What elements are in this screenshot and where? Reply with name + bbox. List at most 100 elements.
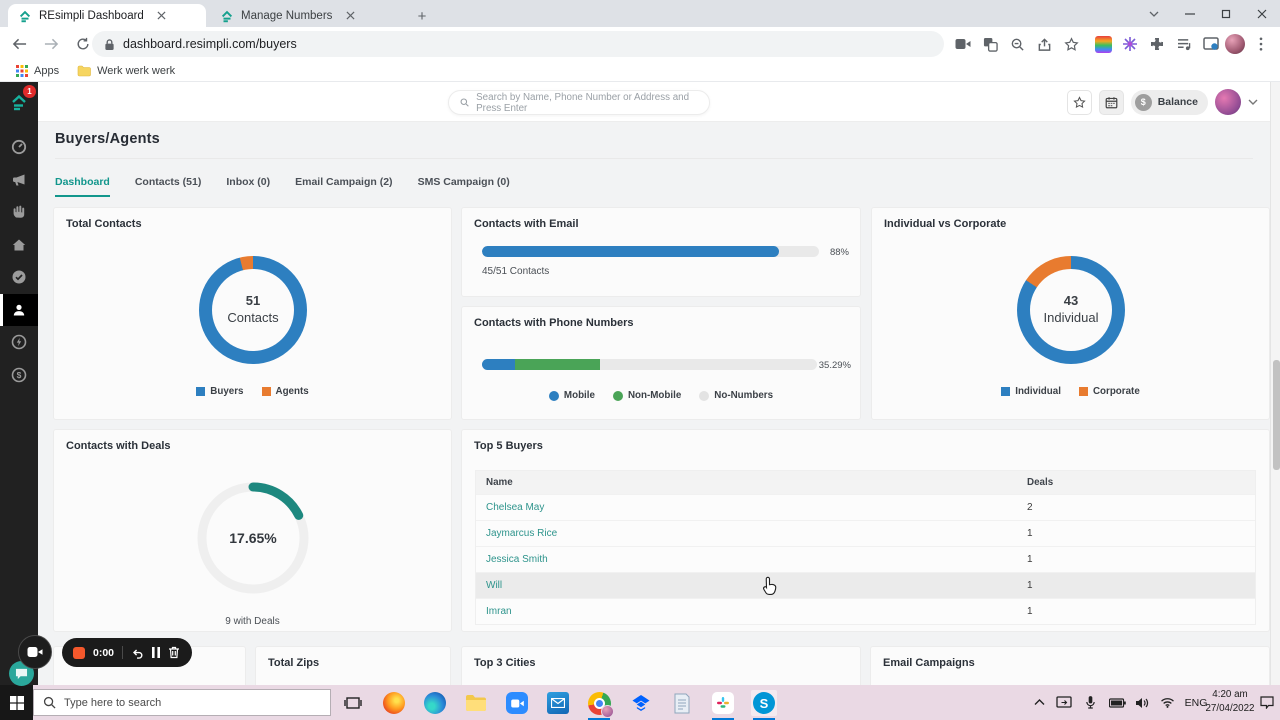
screen-recorder-button[interactable] bbox=[18, 635, 52, 669]
resimpli-favicon bbox=[221, 10, 233, 22]
share-icon[interactable] bbox=[1031, 31, 1057, 57]
restart-recording-button[interactable] bbox=[131, 647, 144, 659]
taskbar-search-input[interactable]: Type here to search bbox=[33, 689, 331, 716]
taskbar-firefox[interactable] bbox=[381, 690, 407, 716]
browser-tab-manage-numbers[interactable]: Manage Numbers bbox=[210, 4, 402, 27]
sidebar-logo[interactable]: 1 bbox=[0, 82, 38, 122]
folder-label: Werk werk werk bbox=[97, 64, 176, 77]
buyer-name-link[interactable]: Imran bbox=[486, 606, 512, 617]
playlist-icon[interactable] bbox=[1171, 31, 1197, 57]
browser-menu-kebab-icon[interactable] bbox=[1248, 31, 1274, 57]
table-row[interactable]: Jessica Smith 1 bbox=[476, 546, 1255, 572]
start-button[interactable] bbox=[0, 685, 33, 720]
sidebar-item-tasks[interactable] bbox=[0, 261, 38, 294]
sidebar-item-buyers[interactable] bbox=[0, 293, 38, 326]
taskbar-skype[interactable]: S bbox=[751, 690, 777, 720]
progress-sub-label: 45/51 Contacts bbox=[482, 266, 550, 277]
legend-label: Corporate bbox=[1092, 386, 1140, 397]
tray-language[interactable]: ENG bbox=[1184, 696, 1208, 709]
buyer-name-link[interactable]: Jessica Smith bbox=[486, 554, 548, 565]
taskbar-zoom[interactable] bbox=[504, 690, 530, 716]
scrollbar-thumb[interactable] bbox=[1272, 360, 1280, 470]
zoom-search-icon[interactable] bbox=[1004, 31, 1030, 57]
taskbar-edge[interactable] bbox=[422, 690, 448, 716]
taskbar-file-explorer[interactable] bbox=[463, 690, 489, 716]
stop-recording-button[interactable] bbox=[73, 646, 85, 659]
active-app-indicator bbox=[753, 717, 775, 720]
recording-timer: 0:00 bbox=[93, 646, 115, 659]
balance-button[interactable]: $ Balance bbox=[1130, 89, 1208, 115]
apps-label: Apps bbox=[34, 64, 60, 77]
table-row[interactable]: Jaymarcus Rice 1 bbox=[476, 520, 1255, 546]
apps-shortcut[interactable]: Apps bbox=[10, 63, 65, 79]
column-deals: Deals bbox=[1027, 477, 1054, 488]
reload-button[interactable] bbox=[70, 31, 96, 57]
file-explorer-icon bbox=[466, 695, 486, 711]
browser-scrollbar[interactable] bbox=[1270, 82, 1280, 685]
profile-chevron-down-icon[interactable] bbox=[1248, 99, 1258, 105]
table-row[interactable]: Will 1 bbox=[476, 572, 1255, 598]
window-close-button[interactable] bbox=[1244, 0, 1280, 27]
page-tab-email-campaign-2[interactable]: Email Campaign (2) bbox=[295, 176, 393, 188]
action-center-icon[interactable] bbox=[1256, 685, 1278, 720]
screen-capture-icon[interactable] bbox=[1198, 31, 1224, 57]
tray-wifi-icon[interactable] bbox=[1155, 685, 1179, 720]
undo-icon bbox=[133, 648, 143, 659]
page-tab-contacts-51[interactable]: Contacts (51) bbox=[134, 176, 202, 188]
global-search-input[interactable]: Search by Name, Phone Number or Address … bbox=[448, 90, 710, 115]
tab-close-icon[interactable] bbox=[154, 8, 170, 24]
forward-button[interactable] bbox=[38, 31, 64, 57]
favorites-star-button[interactable] bbox=[1066, 89, 1092, 115]
camera-icon[interactable] bbox=[950, 31, 976, 57]
progress-percent-label: 88% bbox=[829, 247, 849, 258]
tray-battery-icon[interactable] bbox=[1104, 685, 1130, 720]
translate-icon[interactable] bbox=[977, 31, 1003, 57]
taskbar-dropbox[interactable] bbox=[628, 690, 654, 716]
address-bar[interactable]: dashboard.resimpli.com/buyers bbox=[92, 31, 944, 57]
tray-microphone-icon[interactable] bbox=[1078, 685, 1102, 720]
column-name: Name bbox=[486, 477, 513, 488]
buyer-name-link[interactable]: Chelsea May bbox=[486, 502, 545, 513]
browser-tab-resimpli[interactable]: REsimpli Dashboard bbox=[8, 4, 206, 27]
user-avatar[interactable] bbox=[1215, 89, 1241, 115]
profile-avatar[interactable] bbox=[1222, 31, 1248, 57]
taskbar-mail[interactable] bbox=[545, 690, 571, 716]
tray-cast-icon[interactable] bbox=[1052, 685, 1076, 720]
sidebar-item-offers[interactable] bbox=[0, 196, 38, 229]
new-tab-button[interactable]: + bbox=[417, 7, 427, 25]
extensions-puzzle-icon[interactable] bbox=[1144, 31, 1170, 57]
sidebar-item-properties[interactable] bbox=[0, 229, 38, 262]
back-button[interactable] bbox=[6, 31, 32, 57]
bookmark-star-icon[interactable] bbox=[1058, 31, 1084, 57]
table-row[interactable]: Imran 1 bbox=[476, 598, 1255, 624]
table-row[interactable]: Chelsea May 2 bbox=[476, 494, 1255, 520]
buyer-name-link[interactable]: Jaymarcus Rice bbox=[486, 528, 558, 539]
sidebar-item-activity[interactable] bbox=[0, 326, 38, 359]
task-view-button[interactable] bbox=[340, 690, 366, 716]
tab-close-icon[interactable] bbox=[342, 8, 358, 24]
page-tab-inbox-0[interactable]: Inbox (0) bbox=[226, 176, 271, 188]
taskbar-chrome[interactable] bbox=[586, 690, 614, 720]
extension-rainbow-icon[interactable] bbox=[1090, 31, 1116, 57]
buyer-name-link[interactable]: Will bbox=[486, 580, 503, 591]
tray-chevron-up-icon[interactable] bbox=[1028, 685, 1050, 720]
top-buyers-table: Name Deals Chelsea May 2 Jaymarcus Rice 1 Je… bbox=[475, 470, 1256, 625]
extension-burst-icon[interactable] bbox=[1117, 31, 1143, 57]
sidebar-item-campaigns[interactable] bbox=[0, 164, 38, 197]
sidebar-item-billing[interactable]: $ bbox=[0, 359, 38, 392]
tray-volume-icon[interactable] bbox=[1130, 685, 1154, 720]
window-minimize-button[interactable] bbox=[1172, 0, 1208, 27]
sidebar-item-dashboard[interactable] bbox=[0, 131, 38, 164]
delete-recording-button[interactable] bbox=[168, 646, 180, 659]
bookmark-folder-werk[interactable]: Werk werk werk bbox=[71, 63, 181, 79]
page-tab-sms-campaign-0[interactable]: SMS Campaign (0) bbox=[417, 176, 510, 188]
calendar-button[interactable] bbox=[1098, 89, 1124, 115]
window-menu-chevron-icon[interactable] bbox=[1136, 0, 1172, 27]
page-content: Buyers/Agents Dashboard Contacts (51) Inbo… bbox=[38, 122, 1270, 685]
page-tab-dashboard[interactable]: Dashboard bbox=[55, 176, 110, 197]
window-maximize-button[interactable] bbox=[1208, 0, 1244, 27]
tray-clock[interactable]: 4:20 am 27/04/2022 bbox=[1205, 688, 1255, 716]
taskbar-notepad[interactable] bbox=[669, 690, 695, 716]
pause-recording-button[interactable] bbox=[152, 647, 161, 658]
taskbar-slack[interactable] bbox=[710, 690, 736, 720]
